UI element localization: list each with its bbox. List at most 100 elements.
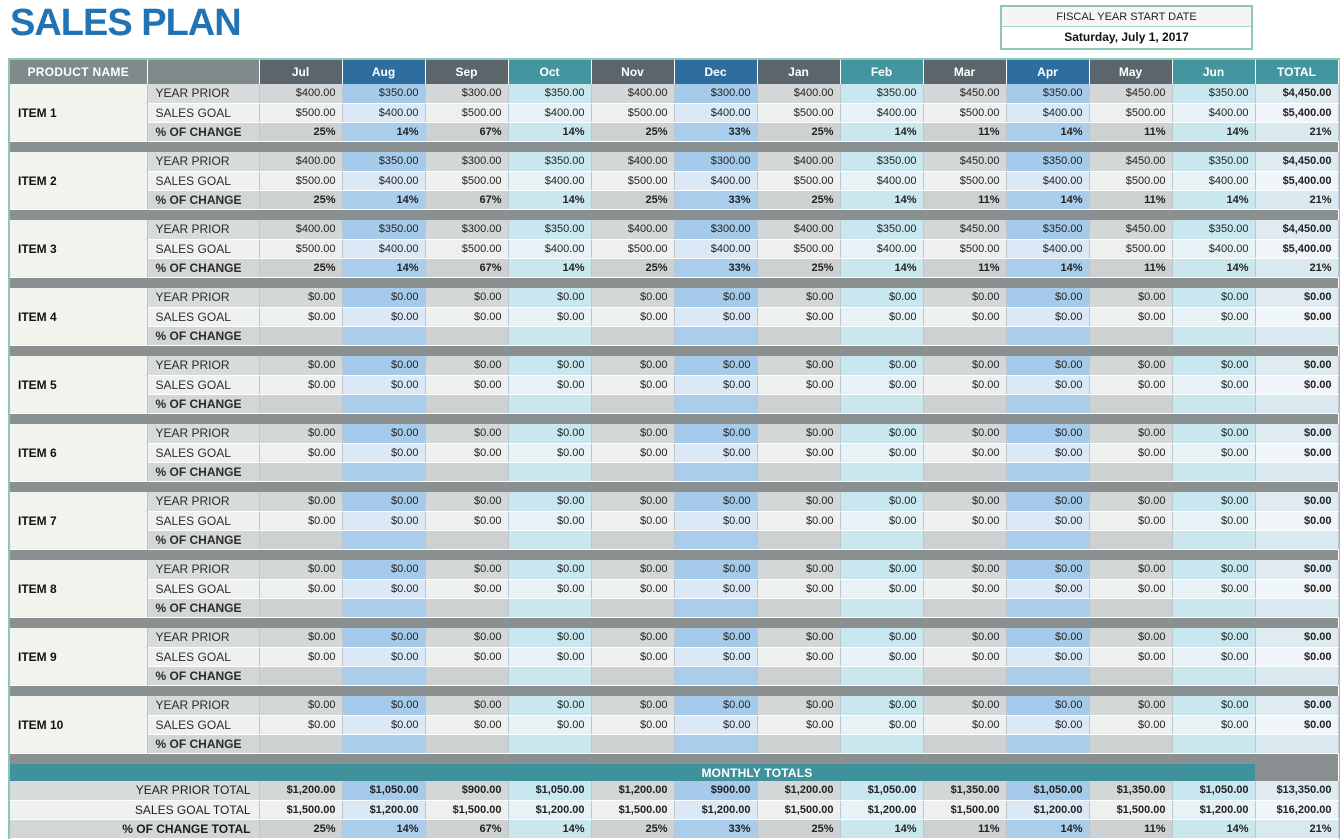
- value-cell[interactable]: $0.00: [1172, 443, 1256, 463]
- item-name-cell[interactable]: ITEM 4: [10, 288, 148, 345]
- value-cell[interactable]: $0.00: [923, 356, 1007, 376]
- value-cell[interactable]: [259, 462, 343, 482]
- row-total-cell[interactable]: $5,400.00: [1255, 239, 1339, 259]
- total-value-cell[interactable]: $1,500.00: [757, 800, 841, 820]
- value-cell[interactable]: $0.00: [591, 424, 675, 444]
- value-cell[interactable]: [508, 530, 592, 550]
- value-cell[interactable]: [757, 666, 841, 686]
- value-cell[interactable]: 14%: [840, 258, 924, 278]
- value-cell[interactable]: $0.00: [840, 424, 924, 444]
- value-cell[interactable]: [1006, 326, 1090, 346]
- value-cell[interactable]: $500.00: [923, 239, 1007, 259]
- value-cell[interactable]: $0.00: [591, 443, 675, 463]
- value-cell[interactable]: $400.00: [757, 84, 841, 104]
- value-cell[interactable]: $500.00: [591, 239, 675, 259]
- row-total-cell[interactable]: $0.00: [1255, 628, 1339, 648]
- value-cell[interactable]: $0.00: [1006, 443, 1090, 463]
- value-cell[interactable]: $350.00: [342, 152, 426, 172]
- total-value-cell[interactable]: 14%: [342, 819, 426, 839]
- value-cell[interactable]: $0.00: [674, 560, 758, 580]
- value-cell[interactable]: $0.00: [508, 492, 592, 512]
- value-cell[interactable]: [342, 598, 426, 618]
- row-total-cell[interactable]: $0.00: [1255, 424, 1339, 444]
- value-cell[interactable]: $0.00: [757, 492, 841, 512]
- value-cell[interactable]: $0.00: [508, 715, 592, 735]
- row-total-cell[interactable]: $4,450.00: [1255, 84, 1339, 104]
- value-cell[interactable]: [840, 666, 924, 686]
- value-cell[interactable]: [259, 666, 343, 686]
- value-cell[interactable]: [757, 530, 841, 550]
- value-cell[interactable]: $0.00: [591, 715, 675, 735]
- total-value-cell[interactable]: $1,200.00: [1172, 800, 1256, 820]
- grand-total-cell[interactable]: $16,200.00: [1255, 800, 1339, 820]
- row-total-cell[interactable]: $5,400.00: [1255, 103, 1339, 123]
- value-cell[interactable]: $0.00: [591, 356, 675, 376]
- item-name-cell[interactable]: ITEM 3: [10, 220, 148, 277]
- value-cell[interactable]: $400.00: [259, 220, 343, 240]
- value-cell[interactable]: [508, 462, 592, 482]
- value-cell[interactable]: $0.00: [674, 288, 758, 308]
- value-cell[interactable]: [1006, 666, 1090, 686]
- value-cell[interactable]: [259, 530, 343, 550]
- value-cell[interactable]: [674, 394, 758, 414]
- value-cell[interactable]: $0.00: [1089, 579, 1173, 599]
- value-cell[interactable]: $0.00: [425, 375, 509, 395]
- value-cell[interactable]: 11%: [923, 122, 1007, 142]
- value-cell[interactable]: $0.00: [508, 560, 592, 580]
- value-cell[interactable]: $300.00: [425, 220, 509, 240]
- value-cell[interactable]: $350.00: [1172, 152, 1256, 172]
- value-cell[interactable]: $0.00: [425, 511, 509, 531]
- value-cell[interactable]: $0.00: [1089, 356, 1173, 376]
- value-cell[interactable]: 33%: [674, 258, 758, 278]
- item-name-cell[interactable]: ITEM 8: [10, 560, 148, 617]
- value-cell[interactable]: [591, 530, 675, 550]
- total-value-cell[interactable]: $1,500.00: [259, 800, 343, 820]
- value-cell[interactable]: $350.00: [508, 220, 592, 240]
- row-total-cell[interactable]: 21%: [1255, 190, 1339, 210]
- value-cell[interactable]: $0.00: [342, 628, 426, 648]
- value-cell[interactable]: $0.00: [1172, 647, 1256, 667]
- value-cell[interactable]: $0.00: [259, 647, 343, 667]
- value-cell[interactable]: [757, 462, 841, 482]
- value-cell[interactable]: $450.00: [923, 152, 1007, 172]
- value-cell[interactable]: 14%: [1006, 122, 1090, 142]
- value-cell[interactable]: $400.00: [1006, 239, 1090, 259]
- value-cell[interactable]: [923, 734, 1007, 754]
- value-cell[interactable]: $0.00: [1006, 511, 1090, 531]
- value-cell[interactable]: $300.00: [674, 220, 758, 240]
- total-value-cell[interactable]: $1,050.00: [342, 781, 426, 801]
- value-cell[interactable]: $400.00: [674, 239, 758, 259]
- value-cell[interactable]: 25%: [259, 190, 343, 210]
- value-cell[interactable]: $0.00: [591, 511, 675, 531]
- row-total-cell[interactable]: $0.00: [1255, 443, 1339, 463]
- value-cell[interactable]: $0.00: [674, 579, 758, 599]
- row-total-cell[interactable]: $0.00: [1255, 560, 1339, 580]
- value-cell[interactable]: [757, 734, 841, 754]
- value-cell[interactable]: $0.00: [757, 424, 841, 444]
- value-cell[interactable]: [1006, 734, 1090, 754]
- item-name-cell[interactable]: ITEM 9: [10, 628, 148, 685]
- value-cell[interactable]: $0.00: [342, 511, 426, 531]
- value-cell[interactable]: $300.00: [674, 152, 758, 172]
- value-cell[interactable]: $400.00: [259, 84, 343, 104]
- value-cell[interactable]: [1006, 394, 1090, 414]
- value-cell[interactable]: $0.00: [591, 696, 675, 716]
- value-cell[interactable]: 33%: [674, 190, 758, 210]
- value-cell[interactable]: $350.00: [1172, 220, 1256, 240]
- value-cell[interactable]: $0.00: [1089, 628, 1173, 648]
- value-cell[interactable]: $0.00: [1172, 288, 1256, 308]
- value-cell[interactable]: $0.00: [757, 647, 841, 667]
- value-cell[interactable]: [1089, 394, 1173, 414]
- value-cell[interactable]: $500.00: [757, 171, 841, 191]
- value-cell[interactable]: [1172, 394, 1256, 414]
- value-cell[interactable]: $0.00: [342, 696, 426, 716]
- value-cell[interactable]: $0.00: [342, 560, 426, 580]
- value-cell[interactable]: 25%: [591, 122, 675, 142]
- item-name-cell[interactable]: ITEM 2: [10, 152, 148, 209]
- value-cell[interactable]: $0.00: [1006, 628, 1090, 648]
- value-cell[interactable]: [425, 734, 509, 754]
- value-cell[interactable]: $0.00: [425, 424, 509, 444]
- row-total-cell[interactable]: $0.00: [1255, 579, 1339, 599]
- value-cell[interactable]: [757, 394, 841, 414]
- value-cell[interactable]: $0.00: [591, 647, 675, 667]
